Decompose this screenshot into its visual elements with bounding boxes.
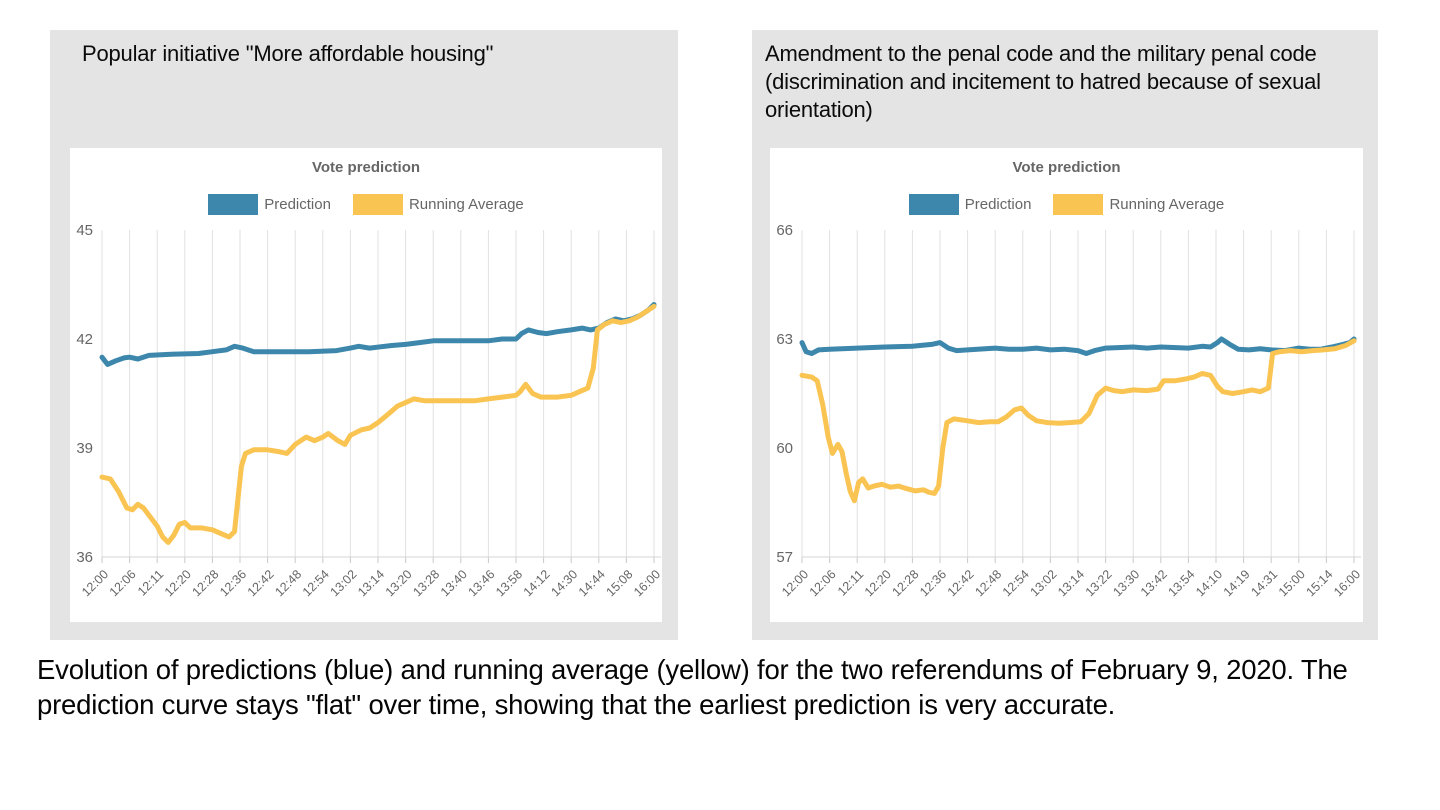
svg-text:45: 45 [76, 222, 93, 239]
prediction-legend-swatch [208, 194, 259, 215]
svg-text:39: 39 [76, 440, 93, 457]
svg-text:12:00: 12:00 [79, 567, 111, 599]
running-average-legend-swatch [1053, 194, 1104, 215]
svg-text:60: 60 [776, 440, 793, 457]
svg-text:14:12: 14:12 [521, 567, 553, 599]
svg-text:36: 36 [76, 549, 93, 566]
svg-text:12:54: 12:54 [300, 567, 332, 599]
panel-referendum-1: Popular initiative "More affordable hous… [50, 30, 678, 640]
svg-text:12:48: 12:48 [272, 567, 304, 599]
prediction-legend-label: Prediction [264, 196, 331, 213]
svg-text:14:44: 14:44 [576, 567, 608, 599]
svg-text:15:00: 15:00 [1276, 567, 1308, 599]
svg-text:13:02: 13:02 [328, 567, 360, 599]
svg-text:15:08: 15:08 [604, 567, 636, 599]
svg-text:13:28: 13:28 [410, 567, 442, 599]
chart-card-2: Vote prediction Prediction Running Avera… [770, 148, 1363, 622]
plot-area: 12:0012:0612:1112:2012:2812:3612:4212:48… [776, 222, 1363, 599]
running-average-legend-label: Running Average [1109, 196, 1225, 213]
svg-text:15:14: 15:14 [1304, 567, 1336, 599]
svg-text:12:36: 12:36 [217, 567, 249, 599]
figure-caption: Evolution of predictions (blue) and runn… [37, 654, 1348, 720]
legend: Prediction Running Average [770, 194, 1363, 215]
svg-text:14:19: 14:19 [1221, 567, 1253, 599]
svg-text:16:00: 16:00 [631, 567, 663, 599]
svg-text:12:42: 12:42 [245, 567, 277, 599]
chart-title: Vote prediction [311, 159, 421, 176]
svg-text:12:28: 12:28 [190, 567, 222, 599]
svg-text:13:14: 13:14 [355, 567, 387, 599]
svg-text:12:11: 12:11 [835, 567, 866, 598]
svg-text:13:58: 13:58 [493, 567, 525, 599]
svg-text:12:20: 12:20 [862, 567, 894, 599]
svg-text:14:30: 14:30 [548, 567, 580, 599]
chart-card-1: Vote prediction Prediction Running Avera… [70, 148, 663, 622]
legend: Prediction Running Average [70, 194, 662, 215]
referendum-2-title: Amendment to the penal code and the mili… [765, 41, 1321, 122]
svg-text:63: 63 [776, 331, 793, 348]
svg-text:12:06: 12:06 [807, 567, 839, 599]
svg-text:13:22: 13:22 [1083, 567, 1115, 599]
svg-text:12:11: 12:11 [135, 567, 166, 598]
referendum-1-title: Popular initiative "More affordable hous… [82, 41, 494, 66]
prediction-legend-swatch [908, 194, 959, 215]
svg-text:13:54: 13:54 [1166, 567, 1198, 599]
svg-text:13:20: 13:20 [383, 567, 415, 599]
svg-text:57: 57 [776, 549, 793, 566]
svg-text:13:46: 13:46 [466, 567, 498, 599]
svg-text:13:40: 13:40 [438, 567, 470, 599]
svg-text:13:14: 13:14 [1055, 567, 1087, 599]
svg-text:16:00: 16:00 [1331, 567, 1363, 599]
svg-text:66: 66 [776, 222, 793, 239]
svg-text:12:06: 12:06 [107, 567, 139, 599]
running-average-legend-label: Running Average [408, 196, 524, 213]
panel-referendum-2: Amendment to the penal code and the mili… [752, 30, 1378, 640]
svg-text:13:42: 13:42 [1138, 567, 1170, 599]
svg-text:14:31: 14:31 [1248, 567, 1280, 599]
svg-text:42: 42 [76, 331, 93, 348]
svg-text:12:42: 12:42 [945, 567, 977, 599]
svg-text:12:54: 12:54 [1000, 567, 1032, 599]
svg-text:13:02: 13:02 [1028, 567, 1060, 599]
plot-area: 12:0012:0612:1112:2012:2812:3612:4212:48… [76, 222, 663, 599]
svg-text:14:10: 14:10 [1193, 567, 1225, 599]
running-average-legend-swatch [352, 194, 403, 215]
svg-text:12:48: 12:48 [972, 567, 1004, 599]
svg-text:12:36: 12:36 [917, 567, 949, 599]
chart-title: Vote prediction [1012, 159, 1121, 176]
svg-text:12:00: 12:00 [779, 567, 811, 599]
svg-text:13:30: 13:30 [1110, 567, 1142, 599]
prediction-legend-label: Prediction [964, 196, 1032, 213]
svg-text:12:28: 12:28 [890, 567, 922, 599]
svg-text:12:20: 12:20 [162, 567, 194, 599]
